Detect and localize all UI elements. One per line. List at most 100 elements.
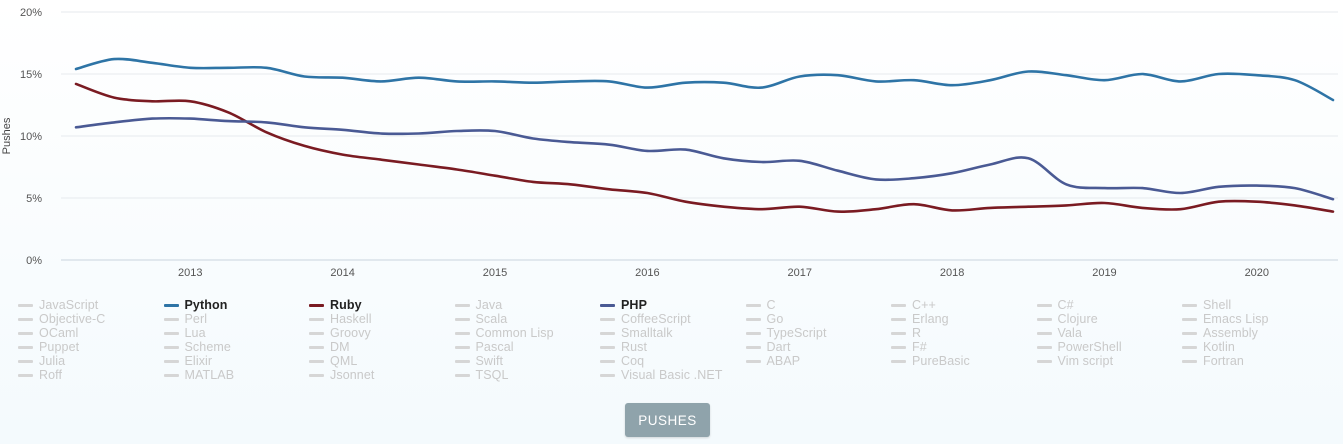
legend-item-smalltalk[interactable]: Smalltalk xyxy=(600,326,746,340)
legend-item-haskell[interactable]: Haskell xyxy=(309,312,455,326)
legend-item-php[interactable]: PHP xyxy=(600,298,746,312)
legend-swatch xyxy=(1036,359,1052,363)
legend-item-vala[interactable]: Vala xyxy=(1036,326,1183,340)
legend-item-clojure[interactable]: Clojure xyxy=(1036,312,1183,326)
legend-swatch xyxy=(18,331,33,335)
legend-item-c[interactable]: C xyxy=(745,298,892,312)
legend-item-julia[interactable]: Julia xyxy=(18,354,164,368)
legend-item-ocaml[interactable]: OCaml xyxy=(18,326,164,340)
legend-label: Rust xyxy=(621,340,648,354)
legend-item-emacs-lisp[interactable]: Emacs Lisp xyxy=(1182,312,1328,326)
legend-label: CoffeeScript xyxy=(621,312,691,326)
legend-label: PureBasic xyxy=(912,354,970,368)
legend-item-tsql[interactable]: TSQL xyxy=(454,368,601,382)
legend-item-fortran[interactable]: Fortran xyxy=(1182,354,1328,368)
legend-item-powershell[interactable]: PowerShell xyxy=(1036,340,1183,354)
legend-label: Puppet xyxy=(39,340,80,354)
legend-item-c[interactable]: C# xyxy=(1036,298,1183,312)
legend-label: Haskell xyxy=(330,312,372,326)
legend-swatch xyxy=(454,373,470,377)
legend-label: Erlang xyxy=(912,312,949,326)
legend-swatch xyxy=(600,345,615,349)
legend-label: OCaml xyxy=(39,326,79,340)
legend-label: TSQL xyxy=(475,368,509,382)
legend-label: PowerShell xyxy=(1057,340,1122,354)
legend-item-coffeescript[interactable]: CoffeeScript xyxy=(600,312,746,326)
legend-item-abap[interactable]: ABAP xyxy=(745,354,892,368)
legend-item-ruby[interactable]: Ruby xyxy=(309,298,455,312)
legend-swatch xyxy=(891,345,906,349)
legend-swatch xyxy=(745,359,761,363)
legend-swatch xyxy=(163,331,179,335)
legend-item-dm[interactable]: DM xyxy=(309,340,455,354)
legend-item-pascal[interactable]: Pascal xyxy=(454,340,601,354)
legend-label: Vim script xyxy=(1057,354,1114,368)
legend-item-c[interactable]: C++ xyxy=(891,298,1037,312)
legend-item-roff[interactable]: Roff xyxy=(18,368,164,382)
legend-item-scheme[interactable]: Scheme xyxy=(163,340,310,354)
legend-swatch xyxy=(309,373,324,377)
legend-label: QML xyxy=(330,354,358,368)
y-tick-label: 10% xyxy=(20,131,42,143)
legend-item-rust[interactable]: Rust xyxy=(600,340,746,354)
legend-label: ABAP xyxy=(766,354,801,368)
legend-item-perl[interactable]: Perl xyxy=(163,312,310,326)
legend-item-purebasic[interactable]: PureBasic xyxy=(891,354,1037,368)
legend-item-objective-c[interactable]: Objective-C xyxy=(18,312,164,326)
legend-item-dart[interactable]: Dart xyxy=(745,340,892,354)
legend-item-swift[interactable]: Swift xyxy=(454,354,601,368)
legend-item-java[interactable]: Java xyxy=(454,298,601,312)
legend-swatch xyxy=(163,345,179,349)
legend-swatch xyxy=(745,331,761,335)
legend-item-shell[interactable]: Shell xyxy=(1182,298,1328,312)
legend-swatch xyxy=(18,359,33,363)
legend-swatch xyxy=(600,359,615,363)
legend-label: Pascal xyxy=(475,340,514,354)
legend: JavaScript Python Ruby Java PHP C C++ C# Shell Ob… xyxy=(18,298,1338,382)
legend-item-qml[interactable]: QML xyxy=(309,354,455,368)
legend-item-lua[interactable]: Lua xyxy=(163,326,310,340)
legend-item-assembly[interactable]: Assembly xyxy=(1182,326,1328,340)
legend-item-jsonnet[interactable]: Jsonnet xyxy=(309,368,455,382)
legend-label: Kotlin xyxy=(1203,340,1235,354)
legend-item-vim-script[interactable]: Vim script xyxy=(1036,354,1183,368)
x-tick-label: 2013 xyxy=(178,267,202,279)
legend-swatch xyxy=(309,331,324,335)
legend-swatch xyxy=(1036,331,1052,335)
legend-item-visual-basic-net[interactable]: Visual Basic .NET xyxy=(600,368,746,382)
pushes-button[interactable]: PUSHES xyxy=(625,403,710,437)
legend-item-scala[interactable]: Scala xyxy=(454,312,601,326)
x-tick-label: 2014 xyxy=(330,267,354,279)
x-tick-label: 2017 xyxy=(787,267,811,279)
legend-swatch xyxy=(1036,317,1052,321)
legend-label: Swift xyxy=(475,354,504,368)
legend-item-erlang[interactable]: Erlang xyxy=(891,312,1037,326)
legend-item-elixir[interactable]: Elixir xyxy=(163,354,310,368)
legend-label: DM xyxy=(330,340,350,354)
legend-item-typescript[interactable]: TypeScript xyxy=(745,326,892,340)
series-line-php xyxy=(74,116,1335,201)
legend-item-javascript[interactable]: JavaScript xyxy=(18,298,164,312)
legend-swatch xyxy=(163,373,179,377)
legend-item-r[interactable]: R xyxy=(891,326,1037,340)
legend-item-go[interactable]: Go xyxy=(745,312,892,326)
legend-item-python[interactable]: Python xyxy=(163,298,310,312)
legend-label: Elixir xyxy=(184,354,213,368)
legend-item-kotlin[interactable]: Kotlin xyxy=(1182,340,1328,354)
legend-item-matlab[interactable]: MATLAB xyxy=(163,368,310,382)
legend-label: Clojure xyxy=(1057,312,1098,326)
legend-label: Common Lisp xyxy=(475,326,554,340)
legend-item-f[interactable]: F# xyxy=(891,340,1037,354)
series-lines xyxy=(74,57,1335,213)
legend-item-groovy[interactable]: Groovy xyxy=(309,326,455,340)
legend-label: JavaScript xyxy=(39,298,99,312)
legend-label: Coq xyxy=(621,354,645,368)
legend-label: Groovy xyxy=(330,326,371,340)
legend-swatch xyxy=(454,359,470,363)
legend-item-common-lisp[interactable]: Common Lisp xyxy=(454,326,601,340)
legend-item-puppet[interactable]: Puppet xyxy=(18,340,164,354)
legend-label: Fortran xyxy=(1203,354,1244,368)
legend-item-coq[interactable]: Coq xyxy=(600,354,746,368)
legend-swatch xyxy=(163,359,179,363)
legend-swatch xyxy=(18,317,33,321)
